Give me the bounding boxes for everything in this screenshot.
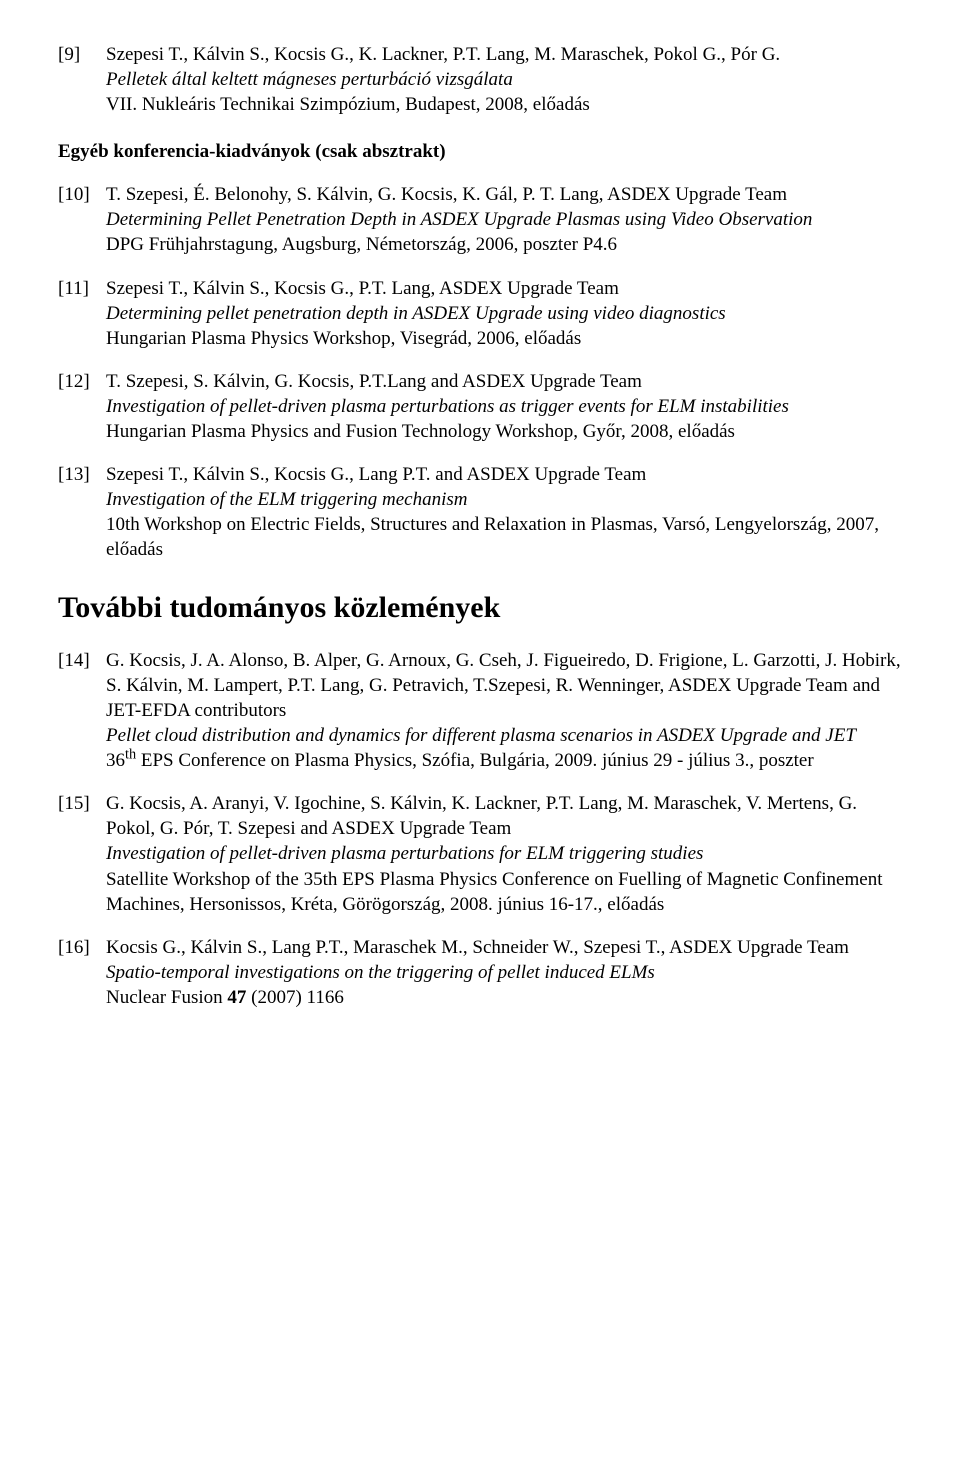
ref-venue: Satellite Workshop of the 35th EPS Plasm… xyxy=(106,867,902,917)
venue-pre: Nuclear Fusion xyxy=(106,987,227,1008)
venue-bold: 47 xyxy=(227,987,246,1008)
venue-post: (2007) 1166 xyxy=(246,987,343,1008)
ref-authors: Szepesi T., Kálvin S., Kocsis G., P.T. L… xyxy=(106,276,902,301)
ref-title: Spatio-temporal investigations on the tr… xyxy=(106,960,902,985)
ref-num: [16] xyxy=(58,935,106,1010)
ref-authors: Kocsis G., Kálvin S., Lang P.T., Marasch… xyxy=(106,935,902,960)
reference-12: [12] T. Szepesi, S. Kálvin, G. Kocsis, P… xyxy=(58,369,902,444)
ref-venue: Hungarian Plasma Physics Workshop, Viseg… xyxy=(106,326,902,351)
reference-10: [10] T. Szepesi, É. Belonohy, S. Kálvin,… xyxy=(58,182,902,257)
section-heading-other-conference: Egyéb konferencia-kiadványok (csak abszt… xyxy=(58,139,902,164)
venue-pre: 36 xyxy=(106,750,125,771)
ref-authors: T. Szepesi, S. Kálvin, G. Kocsis, P.T.La… xyxy=(106,369,902,394)
ref-venue: Hungarian Plasma Physics and Fusion Tech… xyxy=(106,419,902,444)
ref-venue: DPG Frühjahrstagung, Augsburg, Németorsz… xyxy=(106,232,902,257)
reference-15: [15] G. Kocsis, A. Aranyi, V. Igochine, … xyxy=(58,791,902,916)
venue-post: EPS Conference on Plasma Physics, Szófia… xyxy=(136,750,814,771)
ref-title: Determining Pellet Penetration Depth in … xyxy=(106,207,902,232)
section-heading-further-publications: További tudományos közlemények xyxy=(58,588,902,628)
ref-authors: Szepesi T., Kálvin S., Kocsis G., K. Lac… xyxy=(106,42,902,67)
ref-title: Pellet cloud distribution and dynamics f… xyxy=(106,723,902,748)
ref-authors: Szepesi T., Kálvin S., Kocsis G., Lang P… xyxy=(106,462,902,487)
venue-sup: th xyxy=(125,747,136,763)
ref-authors: G. Kocsis, A. Aranyi, V. Igochine, S. Ká… xyxy=(106,791,902,841)
ref-venue: 10th Workshop on Electric Fields, Struct… xyxy=(106,512,902,562)
ref-authors: T. Szepesi, É. Belonohy, S. Kálvin, G. K… xyxy=(106,182,902,207)
ref-body: Szepesi T., Kálvin S., Kocsis G., P.T. L… xyxy=(106,276,902,351)
reference-16: [16] Kocsis G., Kálvin S., Lang P.T., Ma… xyxy=(58,935,902,1010)
ref-title: Investigation of pellet-driven plasma pe… xyxy=(106,841,902,866)
reference-13: [13] Szepesi T., Kálvin S., Kocsis G., L… xyxy=(58,462,902,562)
reference-9: [9] Szepesi T., Kálvin S., Kocsis G., K.… xyxy=(58,42,902,117)
ref-num: [13] xyxy=(58,462,106,562)
ref-title: Investigation of the ELM triggering mech… xyxy=(106,487,902,512)
ref-num: [15] xyxy=(58,791,106,916)
reference-14: [14] G. Kocsis, J. A. Alonso, B. Alper, … xyxy=(58,648,902,773)
ref-title: Investigation of pellet-driven plasma pe… xyxy=(106,394,902,419)
ref-body: Kocsis G., Kálvin S., Lang P.T., Marasch… xyxy=(106,935,902,1010)
ref-num: [12] xyxy=(58,369,106,444)
ref-body: Szepesi T., Kálvin S., Kocsis G., Lang P… xyxy=(106,462,902,562)
ref-body: Szepesi T., Kálvin S., Kocsis G., K. Lac… xyxy=(106,42,902,117)
ref-body: T. Szepesi, S. Kálvin, G. Kocsis, P.T.La… xyxy=(106,369,902,444)
ref-title: Determining pellet penetration depth in … xyxy=(106,301,902,326)
ref-authors: G. Kocsis, J. A. Alonso, B. Alper, G. Ar… xyxy=(106,648,902,723)
ref-venue: Nuclear Fusion 47 (2007) 1166 xyxy=(106,985,902,1010)
reference-11: [11] Szepesi T., Kálvin S., Kocsis G., P… xyxy=(58,276,902,351)
ref-title: Pelletek által keltett mágneses perturbá… xyxy=(106,67,902,92)
ref-num: [10] xyxy=(58,182,106,257)
ref-venue: VII. Nukleáris Technikai Szimpózium, Bud… xyxy=(106,92,902,117)
ref-num: [14] xyxy=(58,648,106,773)
ref-num: [9] xyxy=(58,42,106,117)
ref-body: T. Szepesi, É. Belonohy, S. Kálvin, G. K… xyxy=(106,182,902,257)
ref-venue: 36th EPS Conference on Plasma Physics, S… xyxy=(106,748,902,773)
ref-body: G. Kocsis, A. Aranyi, V. Igochine, S. Ká… xyxy=(106,791,902,916)
ref-body: G. Kocsis, J. A. Alonso, B. Alper, G. Ar… xyxy=(106,648,902,773)
ref-num: [11] xyxy=(58,276,106,351)
